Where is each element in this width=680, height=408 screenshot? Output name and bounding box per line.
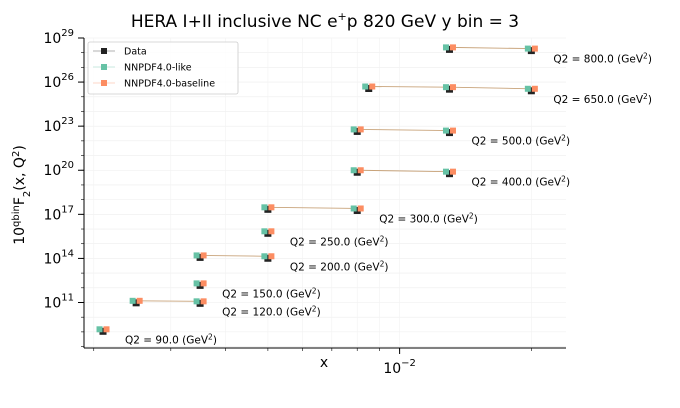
bin-label: Q2 = 90.0 (GeV2) <box>125 332 217 346</box>
x-ticks: 10−2 <box>93 348 532 377</box>
legend-marker <box>101 48 107 54</box>
legend-entry-label: NNPDF4.0-baseline <box>124 79 215 90</box>
nnpdf-baseline-point <box>200 280 207 287</box>
nnpdf-like-point <box>524 85 531 92</box>
nnpdf-baseline-point <box>369 83 376 90</box>
data-point <box>353 206 361 214</box>
data-point <box>99 327 107 335</box>
data-point <box>264 229 272 237</box>
bin-line <box>267 206 358 209</box>
nnpdf-baseline-point <box>200 252 207 259</box>
nnpdf-baseline-point <box>449 84 456 91</box>
bin-label: Q2 = 650.0 (GeV2) <box>553 92 652 106</box>
grid <box>84 37 566 348</box>
data-point <box>196 299 204 307</box>
data-point <box>196 281 204 289</box>
data-point <box>527 47 535 55</box>
data-point <box>353 127 361 135</box>
nnpdf-baseline-point <box>449 44 456 51</box>
data-point <box>365 85 373 93</box>
x-axis-label: x <box>320 355 328 371</box>
bin-line <box>136 300 201 302</box>
nnpdf-like-point <box>193 280 200 287</box>
y-tick-label: 1029 <box>43 28 74 47</box>
legend: Data NNPDF4.0-like NNPDF4.0-baseline <box>87 41 239 95</box>
data-point <box>264 254 272 262</box>
bin-label: Q2 = 300.0 (GeV2) <box>379 211 478 225</box>
nnpdf-baseline-point <box>268 253 275 260</box>
data-point <box>445 170 453 178</box>
x-tick-label: 10−2 <box>383 358 416 377</box>
nnpdf-like-point <box>442 127 449 134</box>
legend-entry-label: Data <box>124 47 147 58</box>
bin-label: Q2 = 250.0 (GeV2) <box>290 234 389 248</box>
nnpdf-like-point <box>96 326 103 333</box>
nnpdf-like-point <box>442 84 449 91</box>
nnpdf-like-point <box>261 228 268 235</box>
bin-label: Q2 = 150.0 (GeV2) <box>222 286 321 300</box>
legend-marker <box>101 80 107 86</box>
nnpdf-baseline-point <box>103 326 110 333</box>
nnpdf-baseline-point <box>357 205 364 212</box>
nnpdf-like-point <box>350 205 357 212</box>
bin-label: Q2 = 200.0 (GeV2) <box>290 259 389 273</box>
y-ticks: 1011 1014 1017 1020 1023 1026 1029 <box>43 28 84 347</box>
y-tick-label: 1014 <box>43 248 74 267</box>
legend-box <box>87 41 239 95</box>
legend-entry-label: NNPDF4.0-like <box>124 63 192 74</box>
bin-label: Q2 = 800.0 (GeV2) <box>553 52 652 66</box>
data-point <box>445 129 453 137</box>
data-point <box>445 85 453 93</box>
bin-line <box>449 46 532 50</box>
nnpdf-baseline-point <box>449 168 456 175</box>
nnpdf-like-point <box>524 45 531 52</box>
bin-line <box>357 169 450 173</box>
y-tick-label: 1020 <box>43 160 74 179</box>
chart-title: HERA I+II inclusive NC e+p 820 GeV y bin… <box>131 10 519 32</box>
bin-line <box>200 254 268 257</box>
nnpdf-like-point <box>442 44 449 51</box>
bin-line <box>357 128 450 132</box>
y-axis-label: 10qbinF2(x, Q2) <box>11 145 33 245</box>
data-point <box>353 168 361 176</box>
bin-label: Q2 = 120.0 (GeV2) <box>222 304 321 318</box>
nnpdf-like-point <box>193 252 200 259</box>
y-tick-label: 1011 <box>43 292 74 311</box>
nnpdf-like-point <box>442 168 449 175</box>
nnpdf-like-point <box>261 204 268 211</box>
nnpdf-baseline-point <box>268 228 275 235</box>
y-tick-label: 1023 <box>43 116 74 135</box>
bin-label: Q2 = 500.0 (GeV2) <box>471 134 570 148</box>
nnpdf-baseline-point <box>531 85 538 92</box>
nnpdf-baseline-point <box>136 297 143 304</box>
nnpdf-like-point <box>261 253 268 260</box>
data-point <box>132 299 140 307</box>
nnpdf-like-point <box>350 126 357 133</box>
nnpdf-like-point <box>129 297 136 304</box>
bin-label: Q2 = 400.0 (GeV2) <box>471 175 570 189</box>
nnpdf-baseline-point <box>268 204 275 211</box>
y-tick-label: 1026 <box>43 72 74 91</box>
data-points <box>96 44 538 335</box>
nnpdf-baseline-point <box>357 167 364 174</box>
bin-labels: Q2 = 90.0 (GeV2) Q2 = 120.0 (GeV2) Q2 = 15… <box>125 52 652 347</box>
nnpdf-baseline-point <box>200 298 207 305</box>
nnpdf-baseline-point <box>449 127 456 134</box>
nnpdf-baseline-point <box>357 126 364 133</box>
data-point <box>264 205 272 213</box>
nnpdf-like-point <box>350 167 357 174</box>
nnpdf-baseline-point <box>531 45 538 52</box>
data-point <box>527 87 535 95</box>
nnpdf-like-point <box>362 83 369 90</box>
nnpdf-like-point <box>193 298 200 305</box>
data-point <box>445 45 453 53</box>
data-point <box>196 253 204 261</box>
legend-marker <box>101 64 107 70</box>
y-tick-label: 1017 <box>43 204 74 223</box>
